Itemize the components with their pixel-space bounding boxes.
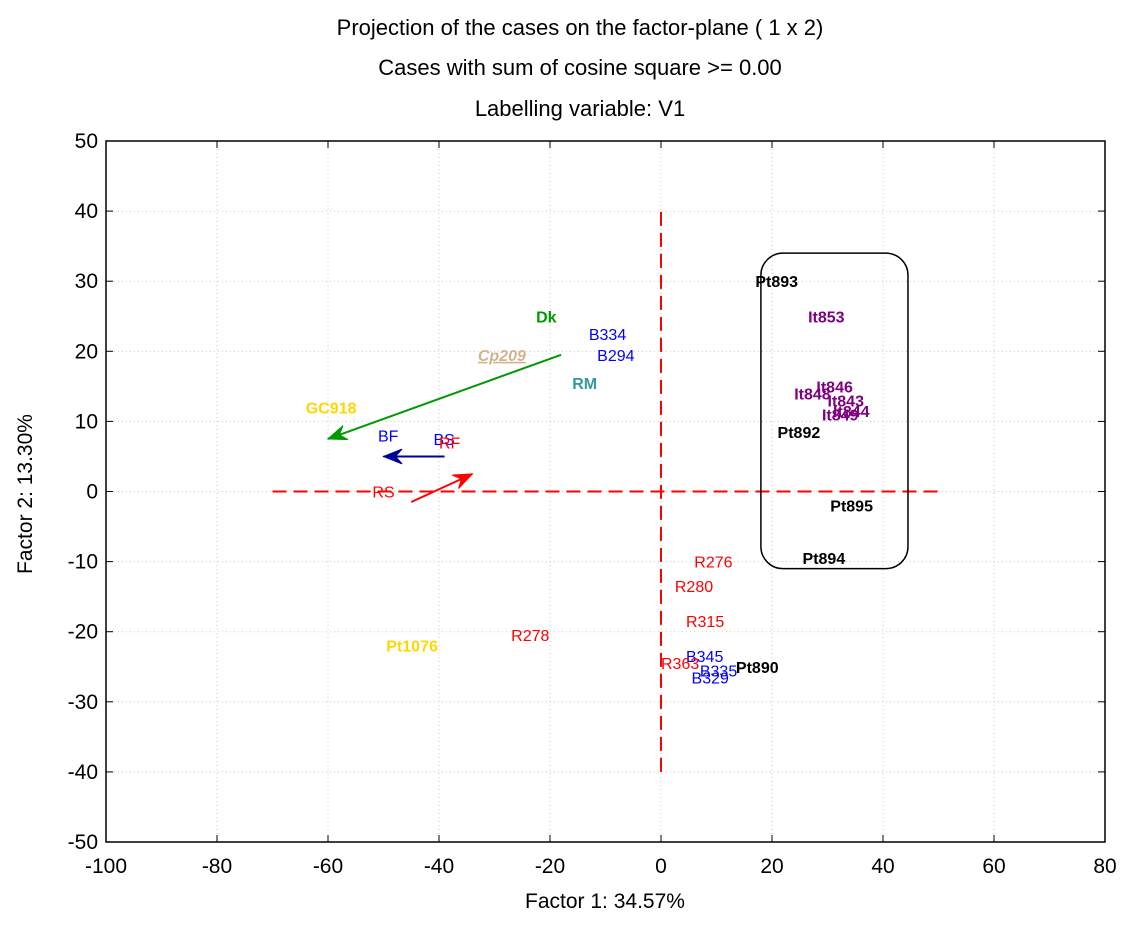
x-axis-label: Factor 1: 34.57% (525, 890, 685, 913)
x-tick-label: -40 (424, 855, 454, 878)
x-tick-label: 80 (1093, 855, 1116, 878)
point-label: RF (439, 435, 461, 452)
y-tick-label: 20 (75, 340, 98, 363)
point-label: Pt893 (755, 274, 798, 291)
y-tick-label: 50 (75, 130, 98, 153)
point-label: Pt895 (830, 499, 873, 516)
point-label: B345 (686, 649, 723, 666)
point-label: BS (433, 432, 454, 449)
highlight-box (760, 252, 909, 570)
chart-title-line-2: Cases with sum of cosine square >= 0.00 (378, 55, 782, 80)
plot-frame (105, 140, 1106, 843)
y-tick-label: 0 (86, 481, 98, 504)
point-label: GC918 (306, 400, 357, 417)
point-label: B329 (692, 670, 729, 687)
y-axis-label: Factor 2: 13.30% (14, 414, 37, 574)
point-label: Pt894 (803, 551, 846, 568)
point-label: Dk (536, 309, 557, 326)
arrowhead (382, 448, 403, 465)
point-label: R363 (661, 656, 699, 673)
overlay-shapes (272, 211, 939, 772)
point-label: BF (378, 428, 399, 445)
point-label: R278 (511, 628, 549, 645)
y-tick-label: -30 (68, 691, 98, 714)
y-tick-label: 10 (75, 410, 98, 433)
point-label: B335 (700, 663, 737, 680)
arrowhead (326, 425, 349, 441)
point-label: It853 (808, 309, 845, 326)
point-label: Pt890 (736, 660, 779, 677)
point-label: It848 (794, 386, 831, 403)
point-label: It844 (833, 404, 870, 421)
point-label: Cp209 (478, 348, 526, 365)
vector-arrow (327, 353, 562, 440)
x-tick-label: 0 (655, 855, 667, 878)
y-tick-label: -20 (68, 621, 98, 644)
x-tick-label: -20 (535, 855, 565, 878)
chart-title-line-3: Labelling variable: V1 (475, 96, 685, 121)
chart-title-line-1: Projection of the cases on the factor-pl… (337, 15, 824, 40)
x-tick-label: -60 (313, 855, 343, 878)
arrowhead (452, 473, 474, 489)
point-label: RS (372, 485, 394, 502)
point-label: It846 (816, 379, 853, 396)
y-tick-label: -40 (68, 761, 98, 784)
x-tick-label: -80 (202, 855, 232, 878)
point-label: R280 (675, 579, 713, 596)
point-label: It849 (822, 407, 859, 424)
point-label: RM (572, 376, 597, 393)
point-label: B334 (589, 327, 626, 344)
point-label: B294 (597, 348, 634, 365)
y-tick-label: 40 (75, 200, 98, 223)
y-tick-label: -50 (68, 831, 98, 854)
point-label: Pt892 (778, 425, 821, 442)
point-label: It843 (828, 393, 865, 410)
chart-title-block: Projection of the cases on the factor-pl… (337, 15, 824, 121)
y-tick-label: -10 (68, 551, 98, 574)
point-label: R276 (694, 555, 732, 572)
axis-ticks: -100 -80 -60 -40 -20 0 20 40 60 80-50-40-30-20-10… (68, 130, 1117, 878)
data-labels: Pt893 It853 It846It848It843It844It849Pt892… (306, 274, 873, 687)
x-tick-label: -100 (85, 855, 127, 878)
x-tick-label: 60 (982, 855, 1005, 878)
y-tick-label: 30 (75, 270, 98, 293)
grid-lines (106, 141, 1105, 842)
point-label: R315 (686, 614, 724, 631)
point-label: Pt1076 (386, 639, 438, 656)
x-tick-label: 20 (760, 855, 783, 878)
x-tick-label: 40 (871, 855, 894, 878)
